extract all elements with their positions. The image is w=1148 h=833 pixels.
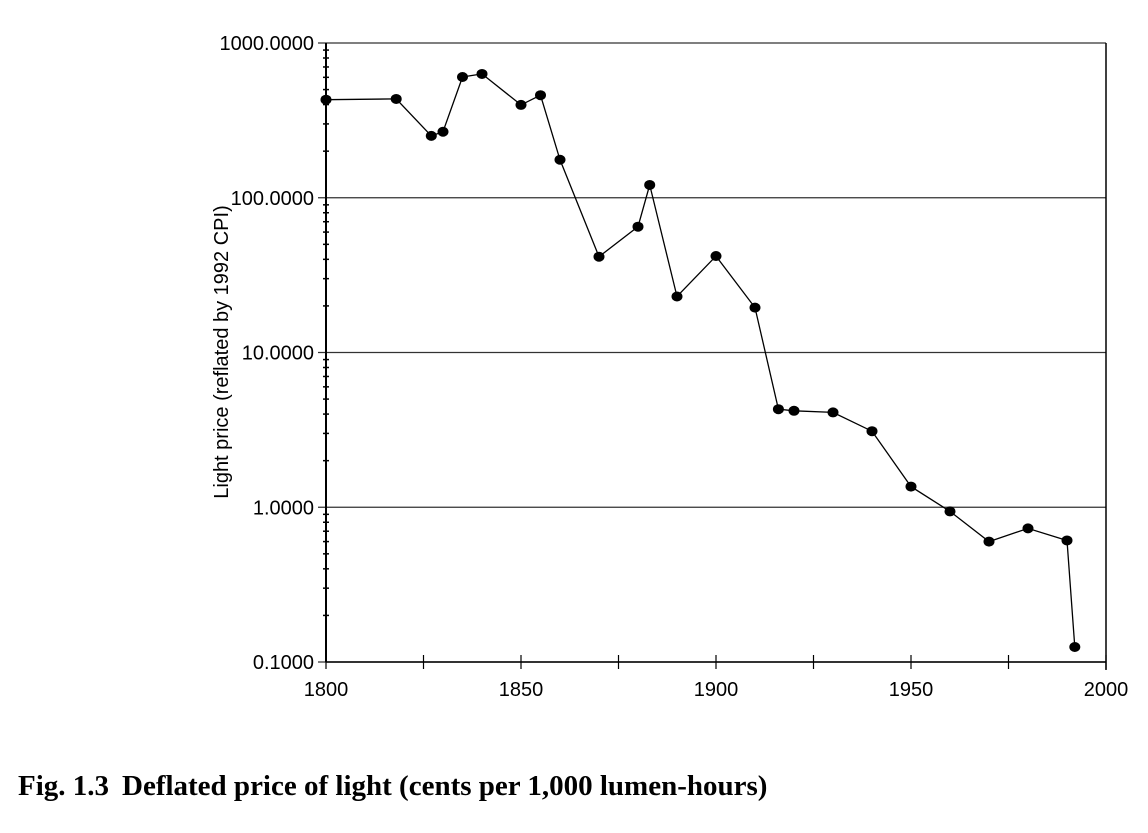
y-tick-label: 1.0000 [253,497,314,519]
y-tick-labels: 1000.0000 100.0000 10.0000 1.0000 0.1000 [219,33,314,674]
figure-number: Fig. 1.3 [18,770,110,802]
data-point [866,426,878,437]
data-point [1022,523,1034,534]
data-point [710,251,722,262]
data-point [437,126,449,137]
data-point [905,481,917,492]
caption-text: Deflated price of light (cents per 1,000… [122,770,768,802]
data-point [1061,535,1073,546]
x-tick-labels: 1800 1850 1900 1950 2000 [304,679,1129,701]
data-point [554,154,566,165]
x-tick-label: 1950 [889,679,934,701]
data-point [593,251,605,262]
y-tick-label: 10.0000 [242,343,314,365]
x-tick-label: 1900 [694,679,739,701]
data-point [425,130,437,141]
series-line [325,73,1076,648]
data-point [390,93,402,104]
data-point [944,506,956,517]
x-tick-label: 1800 [304,679,349,701]
y-tick-label: 0.1000 [253,652,314,674]
axes [323,43,1107,670]
data-point [749,302,761,313]
data-point [535,90,546,101]
data-point [1069,642,1081,653]
data-series [320,68,1081,653]
data-point [457,71,468,82]
y-tick-label: 100.0000 [231,188,314,210]
data-point [671,291,683,302]
x-tick-label: 2000 [1084,679,1129,701]
data-point [320,94,332,105]
data-point [772,404,784,415]
data-point [476,68,488,79]
data-point [644,179,656,190]
figure-caption: Fig. 1.3 Deflated price of light (cents p… [18,770,767,803]
y-tick-label: 1000.0000 [219,33,314,55]
data-point [788,405,800,416]
chart: 1000.0000 100.0000 10.0000 1.0000 0.1000 180… [211,33,1129,701]
data-point [983,536,995,547]
y-axis-label: Light price (reflated by 1992 CPI) [211,205,233,499]
data-point [515,99,527,110]
data-point [827,407,839,418]
x-tick-label: 1850 [499,679,544,701]
data-point [632,221,644,232]
